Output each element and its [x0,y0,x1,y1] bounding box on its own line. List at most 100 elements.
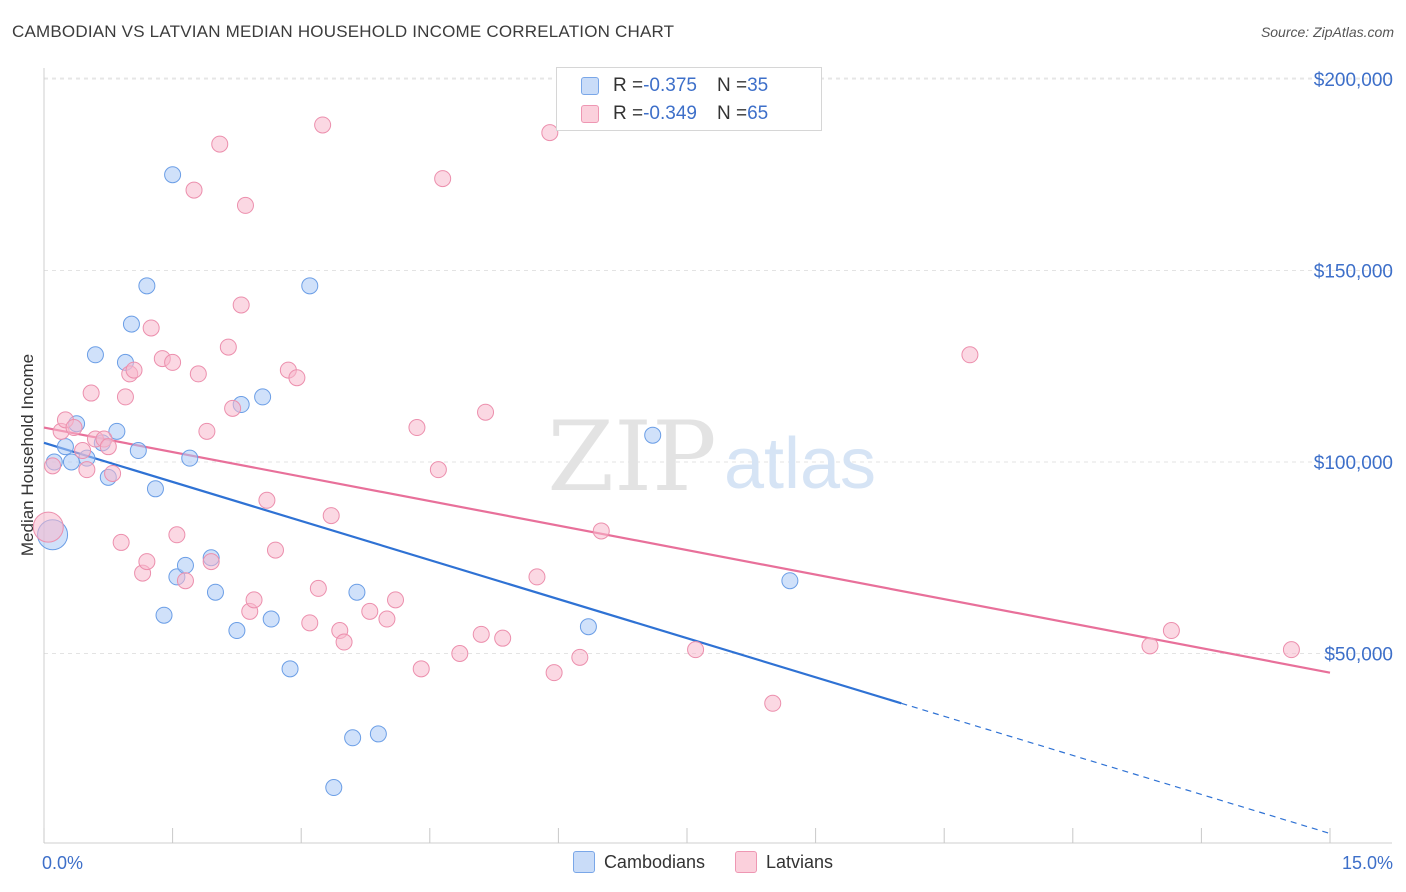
watermark-atlas: atlas [724,424,876,504]
cambodian-point [176,556,194,574]
cambodian-point [108,422,126,440]
cambodian-trend-line [43,441,902,705]
latvian-point [236,196,254,214]
data-points [32,116,1300,797]
n-label: N = [716,103,748,124]
latvian-point [309,579,327,597]
latvian-point [104,464,122,482]
latvian-point [99,438,117,456]
series-legend: Cambodians Latvians [0,851,1406,873]
latvian-point [961,346,979,364]
chart-title: CAMBODIAN VS LATVIAN MEDIAN HOUSEHOLD IN… [12,22,675,41]
latvian-point [387,591,405,609]
cambodian-point [325,779,343,797]
stats-row-latvians: R = -0.349 N = 65 [581,100,768,128]
latvian-point [232,296,250,314]
axes [43,68,1392,844]
cambodians-swatch [581,77,599,95]
cambodians-legend-swatch [572,851,595,873]
cambodian-point [122,315,140,333]
n-value: 35 [747,75,769,96]
cambodian-point [56,438,74,456]
latvian-point [168,526,186,544]
r-label: R = [613,75,644,96]
latvian-point [112,533,130,551]
latvian-point [138,553,156,571]
cambodian-point [301,277,319,295]
latvian-point [82,384,100,402]
latvian-point [266,541,284,559]
legend-item-latvians[interactable]: Latvians [735,851,833,873]
cambodian-point [129,442,147,460]
latvian-point [44,457,62,475]
cambodian-point [206,583,224,601]
latvian-point [378,610,396,628]
cambodian-point [781,572,799,590]
cambodian-point [644,426,662,444]
latvian-point [142,319,160,337]
x-tick-label: 15.0% [1342,853,1393,873]
latvian-point [545,664,563,682]
x-tick-label: 0.0% [42,853,83,873]
latvian-point [571,648,589,666]
cambodian-trend-extension [901,702,1331,835]
cambodian-point [254,388,272,406]
r-value: -0.375 [643,75,697,96]
y-tick-label: $200,000 [1314,70,1393,91]
latvian-point [288,369,306,387]
cambodian-point [262,610,280,628]
latvian-point [429,461,447,479]
cambodian-point [281,660,299,678]
cambodian-point [155,606,173,624]
latvian-point [74,442,92,460]
correlation-stats-box: R = -0.375 N = 35 R = -0.349 N = 65 [556,67,822,131]
y-axis-label: Median Household Income [18,353,37,557]
latvian-point [314,116,332,134]
latvian-point [185,181,203,199]
cambodian-point [138,277,156,295]
latvian-point [477,403,495,421]
latvian-point [65,419,83,437]
latvian-trend-line [43,426,1331,674]
cambodian-point [228,622,246,640]
latvian-point [202,553,220,571]
legend-label: Latvians [766,851,834,872]
latvian-point [408,419,426,437]
latvian-point [528,568,546,586]
latvian-point [198,422,216,440]
n-value: 65 [747,103,769,124]
latvian-point [335,633,353,651]
latvian-point [1141,637,1159,655]
legend-item-cambodians[interactable]: Cambodians [572,851,705,873]
latvian-point [434,170,452,188]
r-label: R = [613,103,644,124]
y-tick-label: $50,000 [1324,645,1393,666]
latvian-point [472,625,490,643]
y-tick-label: $100,000 [1314,453,1393,474]
cambodian-point [348,583,366,601]
latvian-point [541,124,559,142]
latvian-point [764,694,782,712]
latvian-point [176,572,194,590]
cambodian-point [344,729,362,747]
zipatlas-watermark: ZIP atlas [547,401,876,513]
latvian-point [125,361,143,379]
latvian-point [1282,641,1300,659]
tick-labels: $50,000 $100,000 $150,000 $200,000 0.0% 15.0% [42,70,1393,873]
latvian-point [494,629,512,647]
trend-lines [43,426,1331,835]
source-credit: Source: ZipAtlas.com [1260,24,1394,40]
y-tick-label: $150,000 [1314,262,1393,283]
latvian-point [451,645,469,662]
latvian-point [116,388,134,406]
latvian-point [211,135,229,153]
latvian-point [361,602,379,620]
latvian-point [219,338,237,356]
stats-row-cambodians: R = -0.375 N = 35 [581,72,768,100]
latvian-point [164,353,182,371]
latvian-point [189,365,207,383]
latvian-point [322,507,340,525]
cambodian-point [369,725,387,743]
r-value: -0.349 [643,103,697,124]
